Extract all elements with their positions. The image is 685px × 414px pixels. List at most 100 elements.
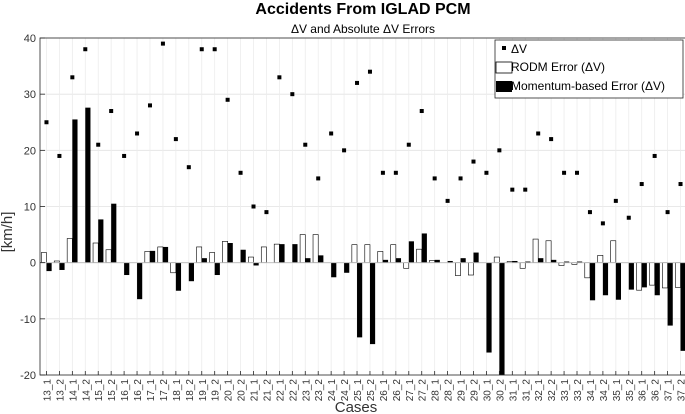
legend-marker-dv <box>502 46 506 50</box>
momentum-error-bar <box>59 262 65 270</box>
dv-marker <box>238 170 243 175</box>
rodm-error-bar <box>40 252 47 263</box>
dv-marker <box>212 47 217 52</box>
dv-marker <box>83 47 88 52</box>
momentum-error-bar <box>564 261 570 263</box>
dv-marker <box>290 92 295 97</box>
momentum-error-bar <box>305 258 311 263</box>
y-tick-label: 0 <box>30 258 36 270</box>
x-tick-label: 27_2 <box>418 379 429 402</box>
momentum-error-bar <box>214 262 220 276</box>
x-tick-label: 14_1 <box>68 379 79 402</box>
momentum-error-bar <box>473 252 479 263</box>
dv-marker <box>147 103 152 108</box>
dv-marker <box>199 47 204 52</box>
momentum-error-bar <box>408 241 414 263</box>
momentum-error-bar <box>344 262 350 273</box>
x-tick-label: 34_1 <box>586 379 597 402</box>
x-tick-label: 15_1 <box>94 379 105 402</box>
rodm-error-bar <box>403 262 410 269</box>
rodm-error-bar <box>66 238 73 263</box>
momentum-error-bar <box>680 262 685 351</box>
y-tick-label: 20 <box>24 145 36 157</box>
rodm-error-bar <box>390 244 397 263</box>
dv-marker <box>160 41 165 46</box>
dv-marker <box>303 142 308 147</box>
dv-marker <box>626 215 631 220</box>
x-tick-label: 30_1 <box>482 379 493 402</box>
momentum-error-bar <box>667 262 673 326</box>
y-axis-label: [km/h] <box>0 212 16 253</box>
x-tick-label: 37_1 <box>664 379 675 402</box>
x-tick-label: 16_1 <box>120 379 131 402</box>
x-tick-label: 19_1 <box>198 379 209 402</box>
momentum-error-bar <box>85 107 91 263</box>
x-tick-label: 26_1 <box>379 379 390 402</box>
momentum-error-bar <box>434 259 440 263</box>
rodm-error-bar <box>260 246 267 263</box>
x-tick-label: 27_1 <box>405 379 416 402</box>
momentum-error-bar <box>628 262 634 290</box>
rodm-error-bar <box>545 240 552 263</box>
rodm-error-bar <box>364 244 371 263</box>
dv-marker <box>600 221 605 226</box>
legend-label-dv: ΔV <box>511 42 527 56</box>
momentum-error-bar <box>369 262 376 345</box>
momentum-error-bar <box>641 262 647 288</box>
momentum-error-bar <box>292 244 298 263</box>
x-tick-label: 37_2 <box>677 379 685 402</box>
dv-marker <box>471 159 476 164</box>
momentum-error-bar <box>188 262 194 282</box>
dv-marker <box>665 210 670 215</box>
x-tick-label: 31_2 <box>521 379 532 402</box>
dv-marker <box>549 137 554 142</box>
x-tick-label: 34_2 <box>599 379 610 402</box>
rodm-error-bar <box>196 246 203 263</box>
x-tick-label: 35_2 <box>625 379 636 402</box>
rodm-error-bar <box>222 241 228 263</box>
momentum-error-bar <box>175 262 182 291</box>
dv-marker <box>109 109 114 114</box>
dv-marker <box>639 182 644 187</box>
dv-marker <box>652 153 657 158</box>
rodm-error-bar <box>558 262 565 266</box>
momentum-error-bar <box>525 261 531 263</box>
momentum-error-bar <box>227 243 233 263</box>
dv-marker <box>380 170 385 175</box>
momentum-error-bar <box>654 262 660 296</box>
x-tick-label: 22_2 <box>288 379 299 402</box>
x-axis-ticks: 13_1 13_2 14_1 14_2 15_1 15_2 16_1 16_2 17_1 17_2… <box>42 371 685 401</box>
rodm-error-bar <box>636 262 643 291</box>
x-tick-label: 33_2 <box>573 379 584 402</box>
x-tick-label: 14_2 <box>81 379 92 402</box>
dv-marker <box>135 131 140 136</box>
x-tick-label: 15_2 <box>107 379 118 402</box>
dv-marker <box>445 198 450 203</box>
dv-marker <box>316 176 321 181</box>
momentum-error-bar <box>240 249 246 263</box>
x-tick-label: 13_1 <box>42 379 53 402</box>
rodm-error-bar <box>584 262 591 279</box>
dv-marker <box>173 137 178 142</box>
dv-marker <box>57 153 62 158</box>
chart-subtitle: ΔV and Absolute ΔV Errors <box>291 22 435 36</box>
momentum-error-bar <box>551 259 557 263</box>
y-tick-label: 30 <box>24 89 36 101</box>
x-tick-label: 29_1 <box>457 379 468 402</box>
rodm-error-bar <box>519 262 526 269</box>
x-tick-label: 22_1 <box>275 379 286 402</box>
x-tick-label: 25_2 <box>366 379 377 402</box>
dv-marker <box>497 148 502 153</box>
x-tick-label: 21_1 <box>250 379 261 402</box>
momentum-error-bar <box>577 261 583 263</box>
legend-label-momentum: Momentum-based Error (ΔV) <box>511 79 665 93</box>
x-tick-label: 31_1 <box>508 379 519 402</box>
dv-marker <box>562 170 567 175</box>
x-tick-label: 28_2 <box>444 379 455 402</box>
dv-marker <box>587 210 592 215</box>
momentum-error-bar <box>486 262 492 353</box>
rodm-error-bar <box>209 252 215 263</box>
x-tick-label: 18_2 <box>185 379 196 402</box>
dv-marker <box>225 97 230 102</box>
